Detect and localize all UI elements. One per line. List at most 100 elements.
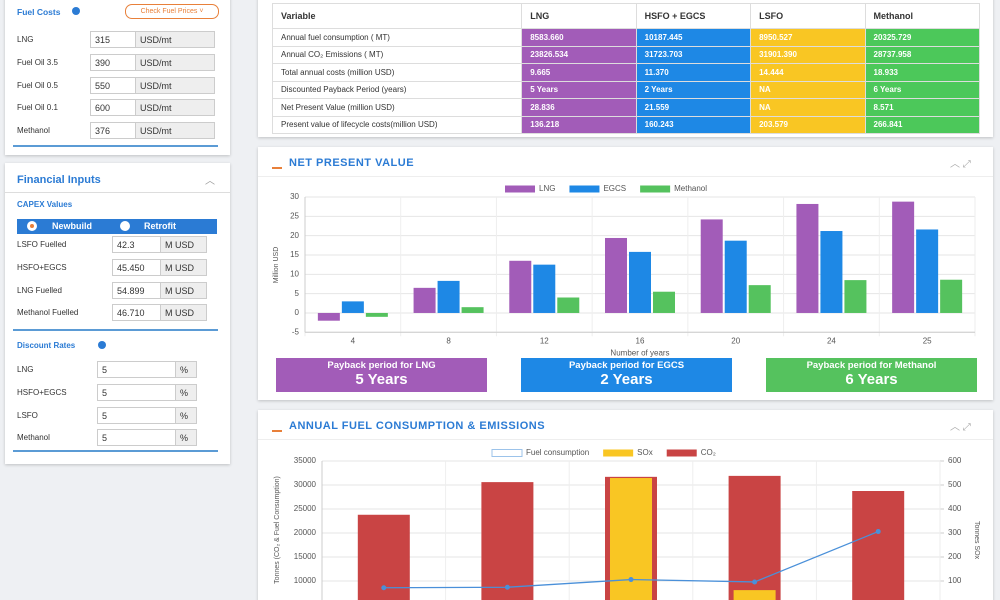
table-cell: 23826.534 bbox=[521, 45, 637, 64]
table-cell: 31901.390 bbox=[750, 45, 866, 64]
divider bbox=[258, 176, 993, 177]
input-box[interactable]: 5 bbox=[97, 406, 176, 424]
discount-title: Discount Rates bbox=[17, 341, 76, 350]
input-box[interactable]: 5 bbox=[97, 361, 176, 378]
bar bbox=[728, 475, 781, 600]
input-box[interactable]: 390 bbox=[90, 53, 136, 71]
divider bbox=[258, 439, 993, 440]
y2-tick-label: 200 bbox=[948, 552, 962, 561]
table-cell: 266.841 bbox=[864, 115, 980, 134]
bar bbox=[916, 229, 939, 313]
bar bbox=[341, 301, 364, 313]
legend-label: LNG bbox=[539, 184, 555, 193]
bar bbox=[365, 312, 388, 317]
payback-value: 5 Years bbox=[355, 371, 408, 388]
table-cell: NA bbox=[750, 80, 866, 99]
bar bbox=[317, 312, 340, 321]
column-header: LSFO bbox=[750, 3, 866, 29]
table-row: Discounted Payback Period (years) 5 Years… bbox=[271, 80, 980, 99]
y-tick-label: 30 bbox=[290, 192, 299, 201]
table-cell: 10187.445 bbox=[635, 28, 752, 47]
radio-newbuild[interactable] bbox=[27, 221, 37, 231]
y2-tick-label: 500 bbox=[948, 480, 962, 489]
field-label: Methanol bbox=[17, 126, 50, 136]
table-row: Annual fuel consumption ( MT) 8583.660 101… bbox=[271, 28, 980, 47]
chart-icon bbox=[272, 422, 282, 432]
unit-box: M USD bbox=[160, 304, 207, 322]
bar bbox=[820, 231, 843, 313]
info-icon[interactable] bbox=[72, 7, 80, 15]
check-prices-button[interactable]: Check Fuel Prices ˅ bbox=[125, 4, 219, 19]
column-header: HSFO + EGCS bbox=[635, 3, 752, 29]
legend-label: SOx bbox=[637, 448, 653, 457]
table-cell: Discounted Payback Period (years) bbox=[271, 80, 523, 99]
table-cell: Total annual costs (million USD) bbox=[271, 63, 523, 82]
input-box[interactable]: 315 bbox=[90, 31, 136, 48]
table-cell: 8.571 bbox=[864, 98, 980, 117]
line-point bbox=[752, 579, 758, 585]
field-label: Methanol bbox=[17, 433, 50, 443]
payback-label: Payback period for Methanol bbox=[806, 360, 937, 371]
header-row: Variable LNG HSFO + EGCS LSFO Methanol bbox=[271, 3, 980, 29]
input-box[interactable]: 550 bbox=[90, 76, 136, 94]
x-tick-label: 8 bbox=[446, 336, 451, 345]
bar bbox=[748, 285, 771, 313]
unit-box: USD/mt bbox=[135, 53, 215, 71]
bar bbox=[437, 280, 460, 313]
input-box[interactable]: 5 bbox=[97, 383, 176, 401]
y-tick-label: 15000 bbox=[294, 552, 317, 561]
legend-label: Fuel consumption bbox=[526, 448, 589, 457]
input-box[interactable]: 46.710 bbox=[112, 304, 161, 322]
y-tick-label: 10 bbox=[290, 269, 299, 278]
input-box[interactable]: 376 bbox=[90, 122, 136, 140]
line-point bbox=[504, 584, 510, 590]
capex-title: CAPEX Values bbox=[17, 200, 73, 209]
input-box[interactable]: 45.450 bbox=[112, 258, 161, 276]
unit-box: USD/mt bbox=[135, 31, 215, 48]
table-row: Present value of lifecycle costs(million… bbox=[271, 115, 980, 134]
input-box[interactable]: 54.899 bbox=[112, 281, 161, 299]
legend-swatch bbox=[505, 185, 535, 193]
y2-tick-label: 400 bbox=[948, 504, 962, 513]
panel-controls[interactable]: ︿ ⤢ bbox=[950, 159, 971, 170]
radio-retrofit[interactable] bbox=[120, 221, 130, 231]
radio-dot bbox=[30, 224, 34, 228]
field-label: LSFO bbox=[17, 410, 38, 420]
input-box[interactable]: 5 bbox=[97, 429, 176, 447]
divider bbox=[13, 450, 218, 452]
collapse-icon[interactable]: ︿ bbox=[205, 176, 215, 187]
info-icon[interactable] bbox=[98, 341, 106, 349]
line-point bbox=[628, 577, 634, 583]
table-cell: Annual fuel consumption ( MT) bbox=[271, 28, 523, 47]
field-label: Fuel Oil 3.5 bbox=[17, 57, 58, 67]
table-cell: 31723.703 bbox=[635, 45, 752, 64]
input-box[interactable]: 600 bbox=[90, 99, 136, 117]
table-cell: 28.836 bbox=[521, 98, 637, 117]
input-box[interactable]: 42.3 bbox=[112, 236, 161, 253]
divider bbox=[13, 329, 218, 331]
panel-controls[interactable]: ︿ ⤢ bbox=[950, 422, 971, 433]
legend-label: EGCS bbox=[603, 184, 626, 193]
table-cell: 6 Years bbox=[864, 80, 980, 99]
legend-label: Methanol bbox=[674, 184, 707, 193]
results-table: Variable LNG HSFO + EGCS LSFO Methanol Annual… bbox=[271, 3, 980, 134]
bar bbox=[413, 287, 436, 313]
bar bbox=[533, 264, 556, 313]
radio-label: Retrofit bbox=[144, 221, 176, 231]
field-label: LNG bbox=[17, 365, 34, 374]
bar bbox=[700, 219, 723, 313]
unit-box: M USD bbox=[160, 281, 207, 299]
column-header: LNG bbox=[521, 3, 637, 29]
x-tick-label: 25 bbox=[923, 336, 932, 345]
field-label: Fuel Oil 0.5 bbox=[17, 80, 58, 90]
column-header: Methanol bbox=[864, 3, 980, 29]
table-cell: 160.243 bbox=[635, 115, 752, 134]
y2-tick-label: 300 bbox=[948, 528, 962, 537]
table-cell: 203.579 bbox=[750, 115, 866, 134]
y-tick-label: 20000 bbox=[294, 528, 317, 537]
panel-title: NET PRESENT VALUE bbox=[289, 157, 415, 169]
legend-label: CO₂ bbox=[701, 448, 716, 457]
